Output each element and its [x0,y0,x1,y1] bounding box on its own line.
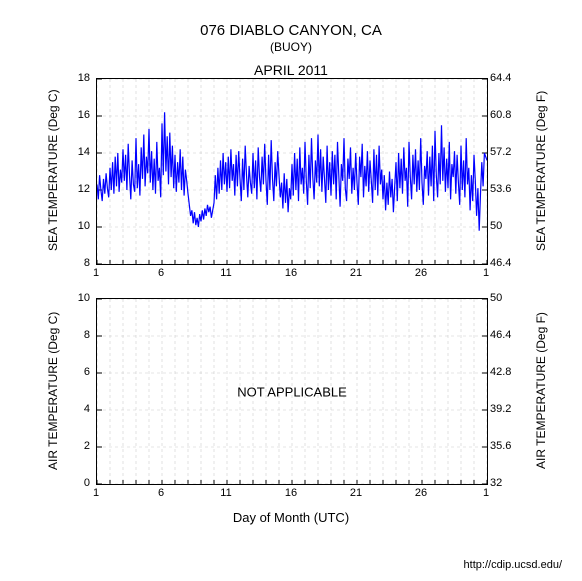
y-tick-left: 10 [60,292,90,304]
x-tick: 11 [216,267,236,279]
y-tick-right: 42.8 [490,366,530,378]
x-axis-label: Day of Month (UTC) [0,510,582,525]
x-tick: 16 [281,267,301,279]
sea-y-right-label: SEA TEMPERATURE (Deg F) [534,78,548,263]
x-tick: 1 [86,487,106,499]
y-tick-left: 14 [60,146,90,158]
x-tick: 16 [281,487,301,499]
y-tick-right: 46.4 [490,329,530,341]
x-tick: 21 [346,267,366,279]
sea-temperature-chart [96,78,488,265]
y-tick-left: 4 [60,403,90,415]
y-tick-left: 6 [60,366,90,378]
x-tick: 11 [216,487,236,499]
x-tick: 6 [151,267,171,279]
air-temperature-chart: NOT APPLICABLE [96,298,488,485]
chart-subtitle: (BUOY) [0,40,582,54]
y-tick-left: 10 [60,220,90,232]
y-tick-right: 46.4 [490,257,530,269]
footer-url: http://cdip.ucsd.edu/ [464,559,562,571]
y-tick-right: 50 [490,220,530,232]
y-tick-left: 8 [60,329,90,341]
y-tick-right: 32 [490,477,530,489]
sea-y-left-label: SEA TEMPERATURE (Deg C) [46,78,60,263]
y-tick-left: 16 [60,109,90,121]
y-tick-left: 2 [60,440,90,452]
y-tick-right: 35.6 [490,440,530,452]
x-tick: 6 [151,487,171,499]
x-tick: 26 [411,487,431,499]
x-tick: 1 [86,267,106,279]
y-tick-right: 53.6 [490,183,530,195]
air-y-right-label: AIR TEMPERATURE (Deg F) [534,298,548,483]
x-tick: 1 [476,267,496,279]
y-tick-left: 12 [60,183,90,195]
x-tick: 1 [476,487,496,499]
y-tick-right: 57.2 [490,146,530,158]
y-tick-right: 39.2 [490,403,530,415]
x-tick: 26 [411,267,431,279]
y-tick-right: 50 [490,292,530,304]
y-tick-right: 60.8 [490,109,530,121]
air-y-left-label: AIR TEMPERATURE (Deg C) [46,298,60,483]
chart-container: 076 DIABLO CANYON, CA (BUOY) APRIL 2011 … [0,0,582,581]
y-tick-left: 18 [60,72,90,84]
y-tick-right: 64.4 [490,72,530,84]
not-applicable-label: NOT APPLICABLE [97,384,487,399]
x-tick: 21 [346,487,366,499]
chart-title: 076 DIABLO CANYON, CA [0,22,582,39]
